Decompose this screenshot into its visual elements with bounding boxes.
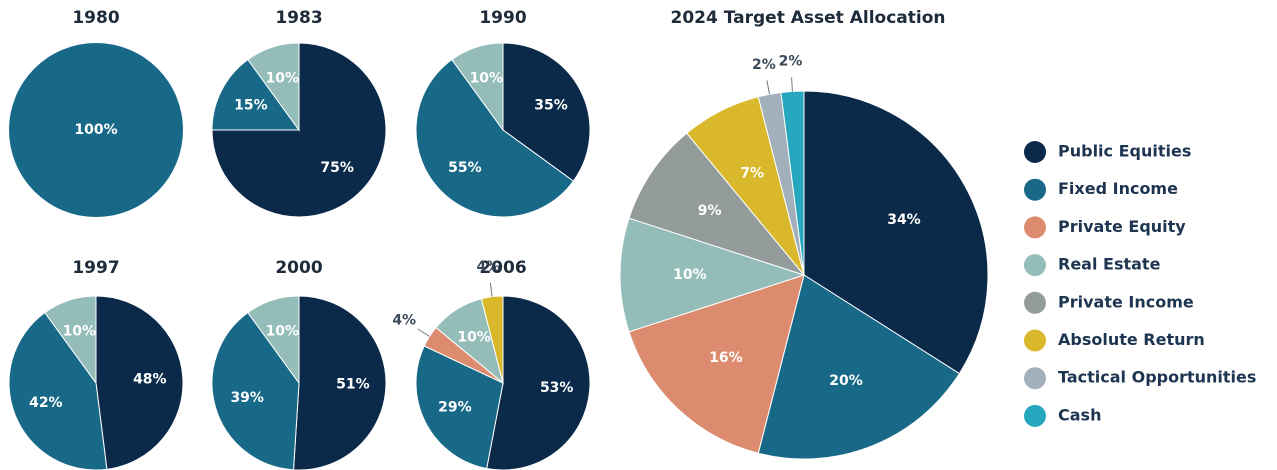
legend-label: Public Equities: [1058, 142, 1191, 161]
data-label: 55%: [448, 160, 482, 176]
pie-slice: [486, 295, 591, 470]
pie-slice: [8, 311, 108, 470]
leader-line: [417, 328, 430, 337]
data-label: 42%: [29, 395, 63, 411]
pie-title: 1990: [479, 8, 526, 28]
data-label: 10%: [63, 324, 97, 340]
data-label: 10%: [673, 267, 707, 283]
data-label: 10%: [266, 71, 300, 87]
data-label: 4%: [392, 312, 416, 328]
data-label: 53%: [540, 380, 574, 396]
legend-label: Cash: [1058, 405, 1101, 424]
data-label: 16%: [709, 350, 743, 366]
legend-label: Fixed Income: [1058, 179, 1178, 198]
pie-slice: [451, 42, 504, 132]
legend-label: Absolute Return: [1058, 330, 1205, 349]
legend-swatch: [1024, 329, 1046, 352]
pie-title: 1980: [72, 8, 119, 28]
data-label: 51%: [336, 377, 370, 393]
data-label: 9%: [698, 203, 722, 219]
pie-slice: [415, 345, 504, 470]
data-label: 4%: [476, 259, 500, 275]
legend-swatch: [1024, 291, 1046, 314]
data-label: 39%: [230, 390, 264, 406]
pie-slice: [44, 295, 97, 385]
pie-slice: [415, 58, 575, 218]
pie-title: 2024 Target Asset Allocation: [671, 8, 946, 28]
pie-slice: [628, 274, 805, 454]
legend-swatch: [1024, 216, 1046, 239]
legend-swatch: [1024, 141, 1046, 163]
pie-slice: [247, 42, 300, 132]
pie-title: 1997: [72, 258, 119, 278]
leader-line: [766, 80, 771, 95]
legend-swatch: [1024, 254, 1046, 277]
pie-slice: [803, 90, 989, 375]
leader-line: [791, 77, 793, 92]
pie-slice: [780, 90, 805, 276]
data-label: 2%: [752, 57, 776, 73]
pie-slice: [502, 42, 591, 182]
data-label: 29%: [438, 399, 472, 415]
data-label: 10%: [266, 324, 300, 340]
pie-slice: [211, 58, 300, 131]
pie-slice: [628, 132, 806, 277]
legend-label: Tactical Opportunities: [1058, 368, 1256, 387]
pie-slice: [619, 217, 806, 333]
pie-slice: [293, 295, 387, 470]
data-label: 34%: [887, 212, 921, 228]
legend-swatch: [1024, 404, 1046, 427]
data-label: 35%: [534, 98, 568, 114]
legend-label: Real Estate: [1058, 255, 1161, 274]
data-label: 75%: [320, 160, 354, 176]
pie-slice: [247, 295, 300, 385]
data-label: 10%: [457, 329, 491, 345]
data-label: 15%: [234, 98, 268, 114]
pie-slice: [211, 311, 300, 470]
pie-title: 2000: [275, 258, 322, 278]
pie-title: 1983: [275, 8, 322, 28]
leader-line: [489, 282, 493, 297]
data-label: 100%: [74, 122, 117, 138]
data-label: 48%: [133, 372, 167, 388]
pie-title: 2006: [479, 258, 526, 278]
legend-swatch: [1024, 178, 1046, 201]
data-label: 2%: [779, 53, 803, 69]
legend-swatch: [1024, 367, 1046, 390]
pie-slice: [211, 42, 387, 218]
pie-slice: [757, 274, 961, 460]
legend-label: Private Income: [1058, 292, 1194, 311]
legend-label: Private Equity: [1058, 217, 1186, 236]
data-label: 20%: [829, 373, 863, 389]
data-label: 7%: [740, 165, 764, 181]
data-label: 10%: [470, 71, 504, 87]
pie-slice: [95, 295, 184, 470]
pie-slice: [9, 43, 183, 217]
